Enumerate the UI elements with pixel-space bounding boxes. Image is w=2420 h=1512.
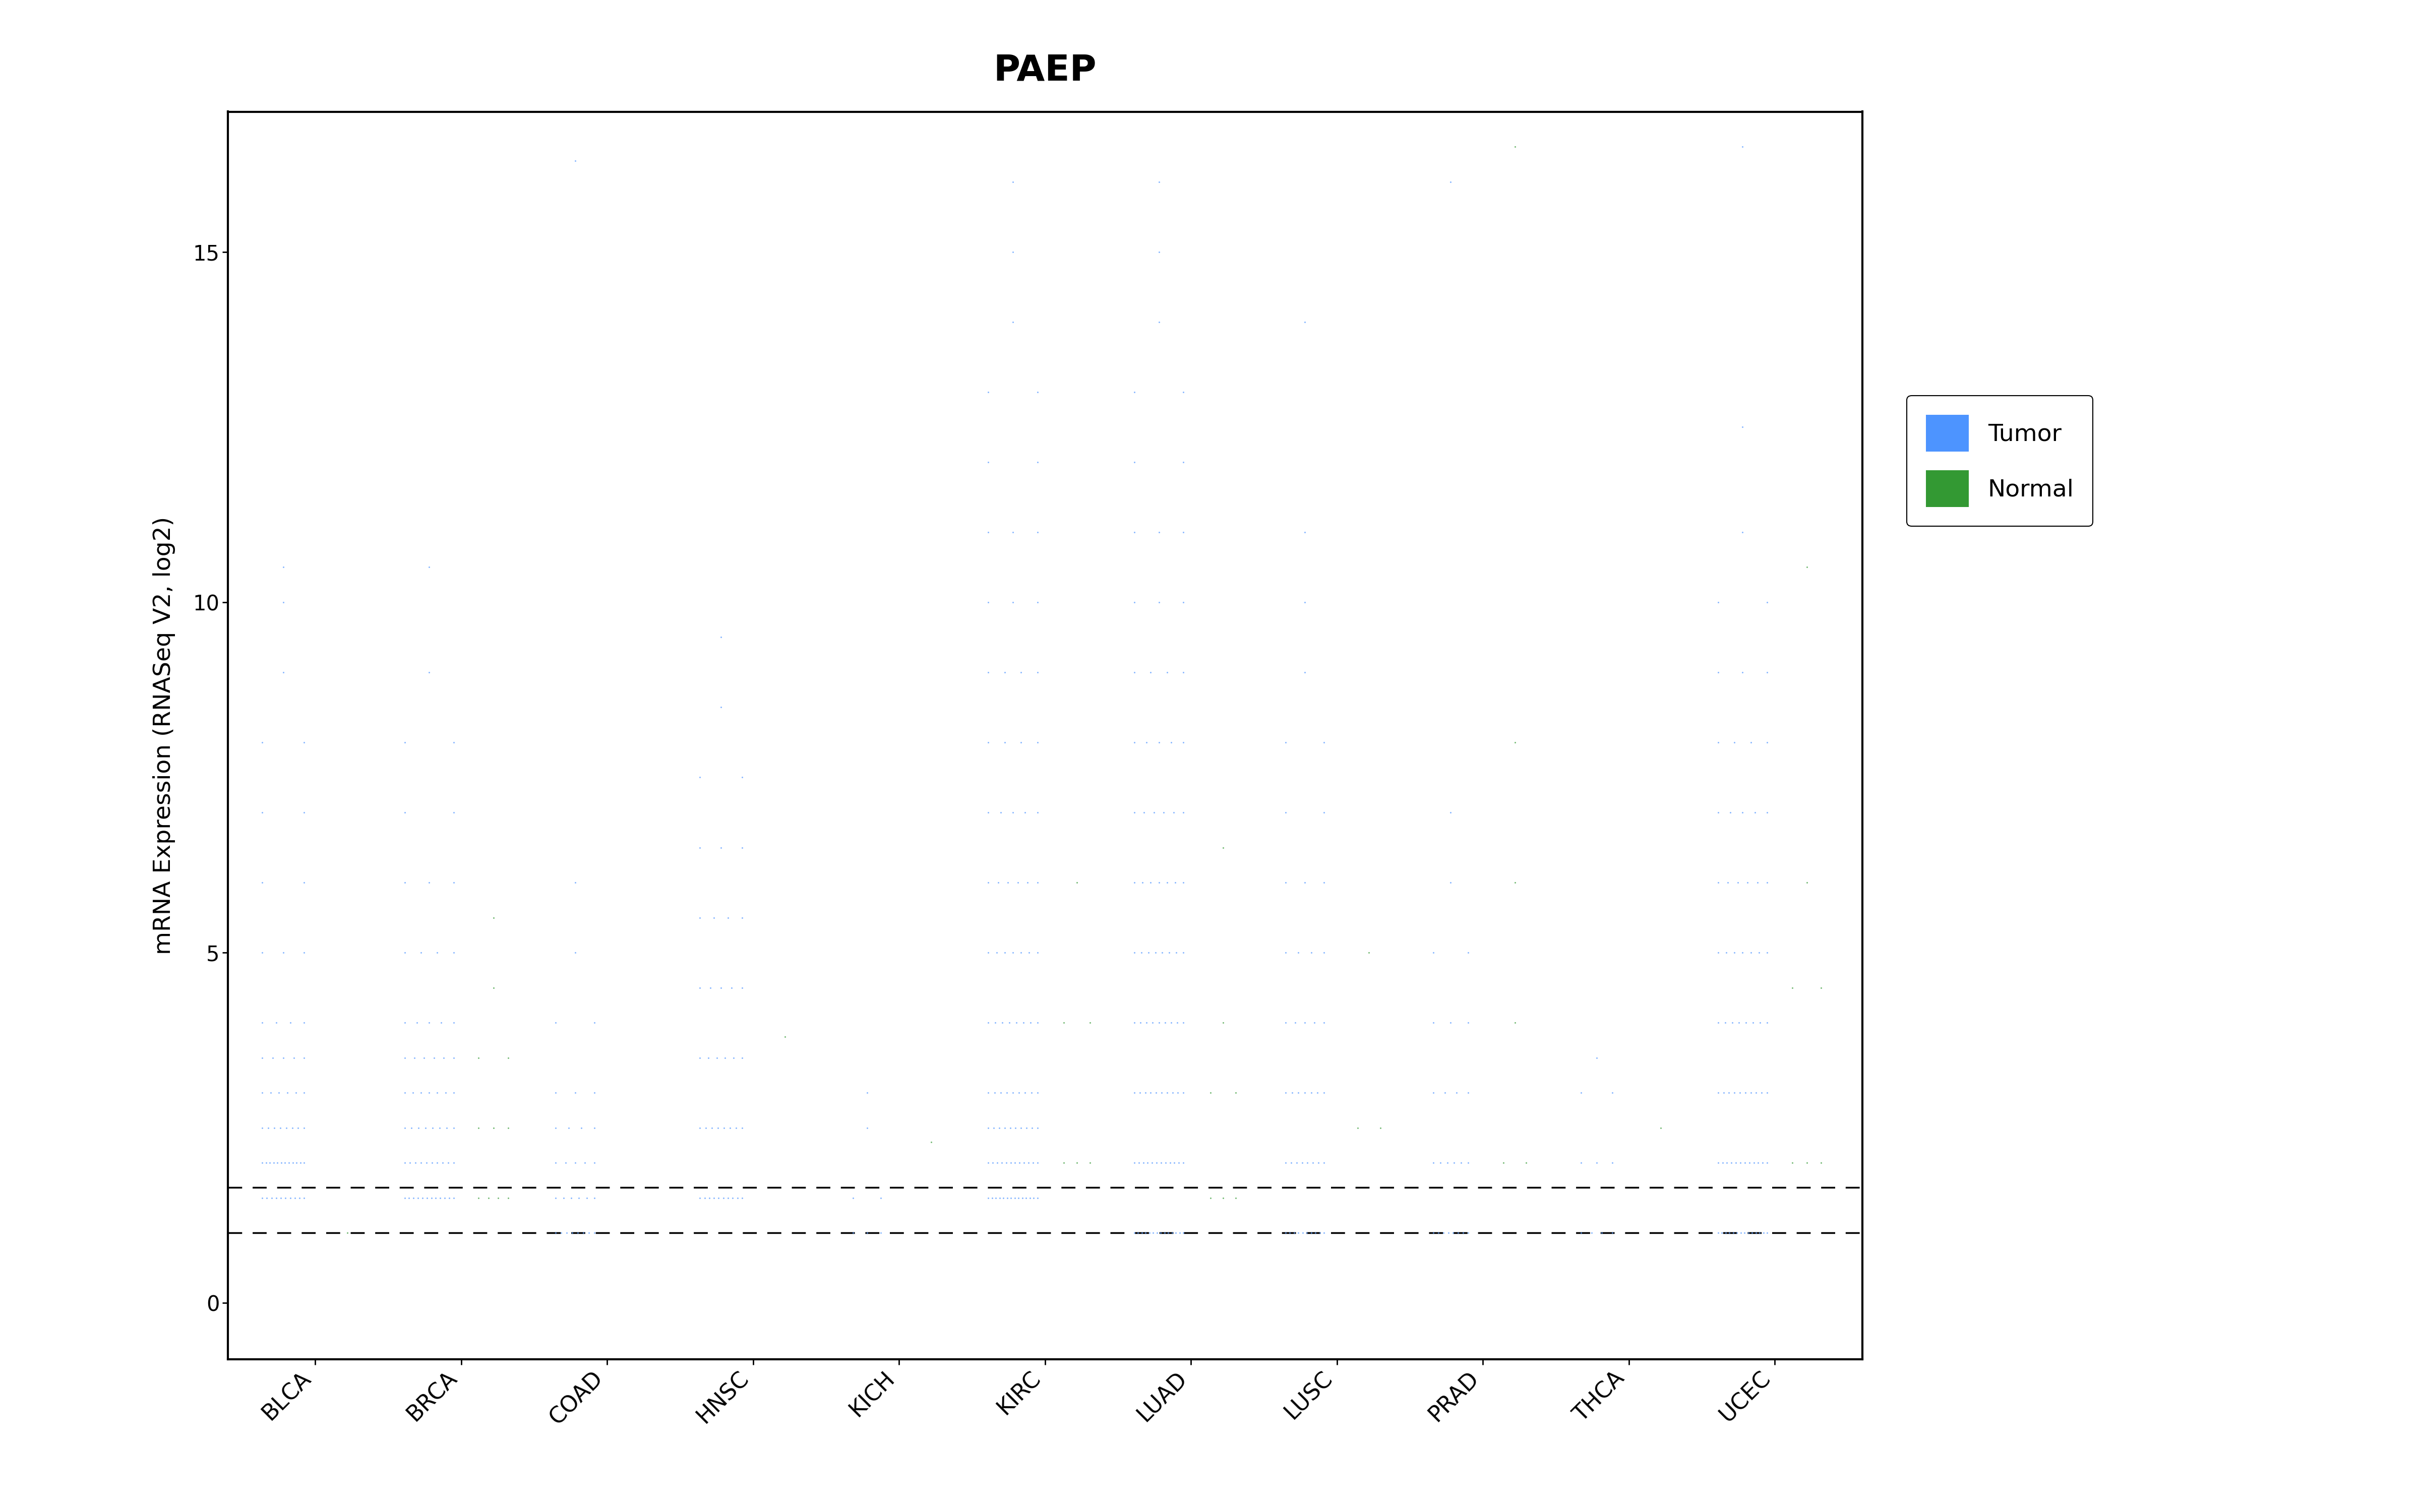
Title: PAEP: PAEP: [995, 53, 1096, 88]
Legend: Tumor, Normal: Tumor, Normal: [1907, 396, 2093, 526]
Y-axis label: mRNA Expression (RNASeq V2, log2): mRNA Expression (RNASeq V2, log2): [152, 516, 174, 954]
